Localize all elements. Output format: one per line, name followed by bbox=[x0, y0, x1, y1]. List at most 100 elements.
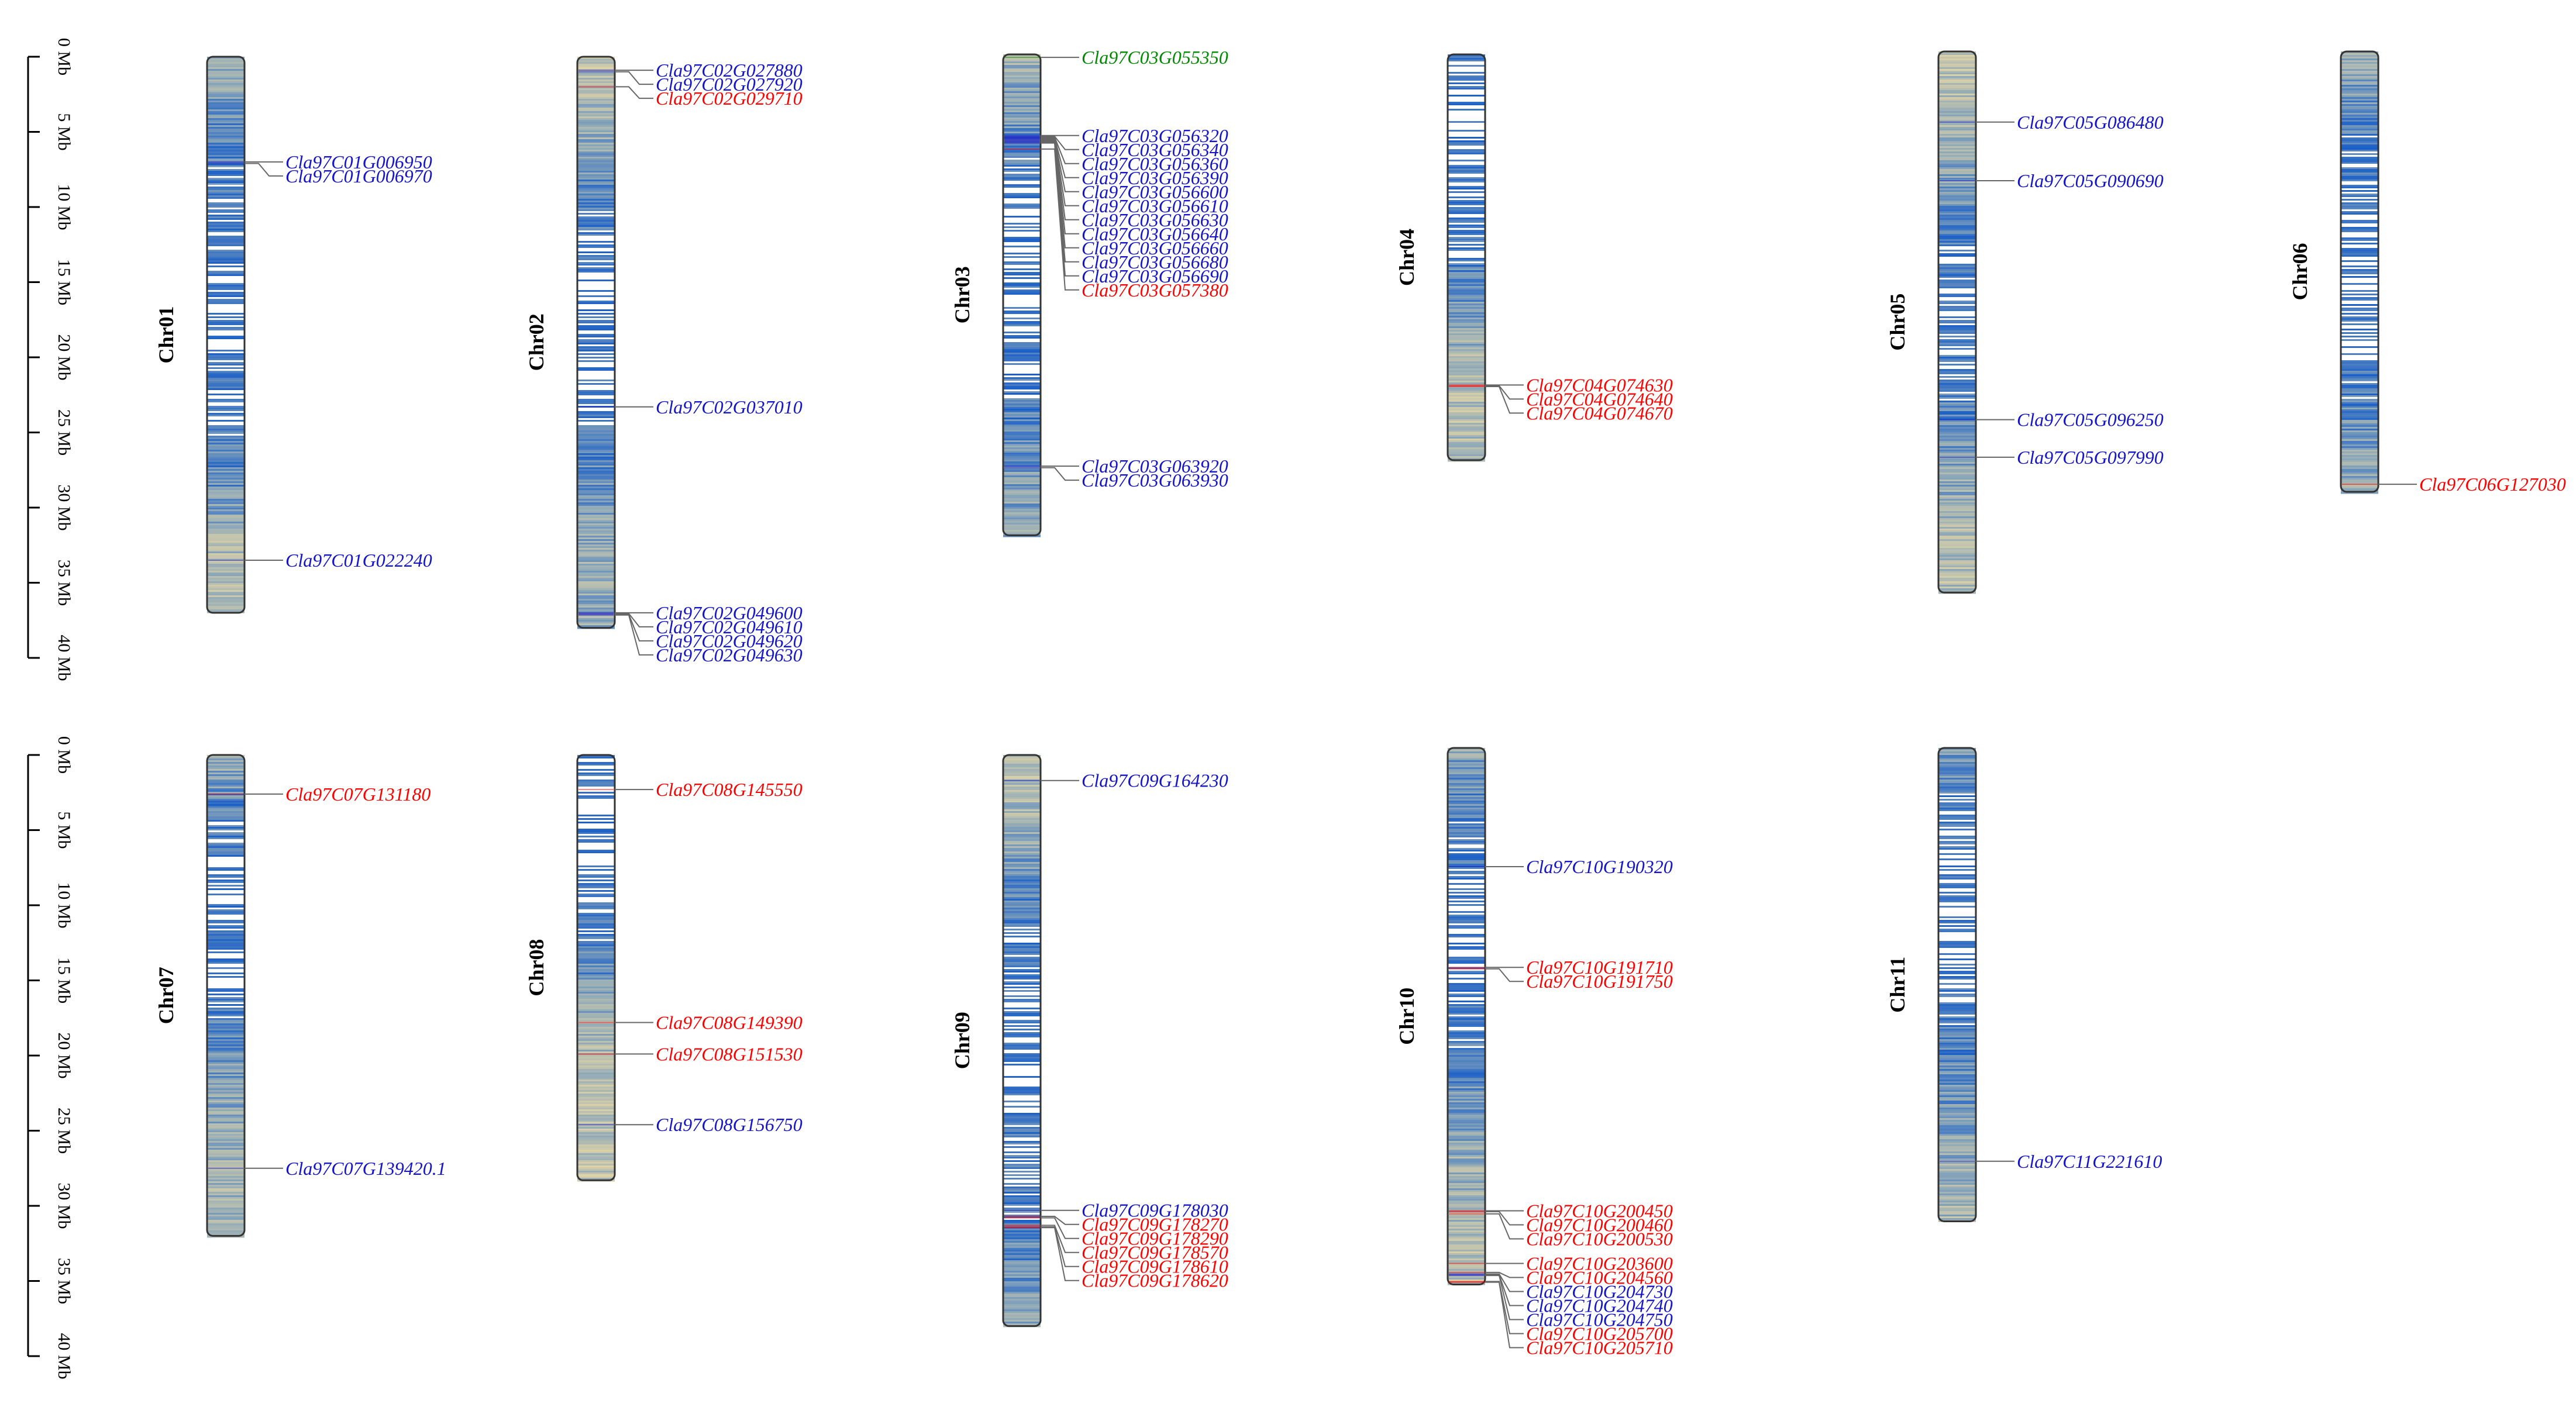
chromosome-name: Chr02 bbox=[525, 313, 548, 371]
chromosome-chr06: Chr06 Cla97C06G127030 bbox=[2288, 50, 2566, 495]
gene-label: Cla97C10G200460 bbox=[1526, 1215, 1673, 1236]
chromosome-name: Chr09 bbox=[950, 1012, 974, 1069]
density-bands bbox=[577, 57, 615, 629]
density-bands bbox=[207, 755, 244, 1238]
chromosome-chr05: Chr05 Cla97C05G086480 Cla97C05G090690 Cla97… bbox=[1886, 50, 2164, 594]
gene-connector bbox=[1041, 139, 1079, 220]
gene-connector bbox=[1041, 141, 1079, 249]
scale-tick-label: 10 Mb bbox=[54, 882, 74, 928]
scale-tick-label: 25 Mb bbox=[54, 1108, 74, 1154]
gene-connector bbox=[1041, 136, 1079, 164]
gene-label: Cla97C11G221610 bbox=[2017, 1151, 2162, 1172]
gene-connector bbox=[1041, 1225, 1079, 1253]
gene-label: Cla97C09G178030 bbox=[1082, 1200, 1228, 1221]
scale-tick-label: 20 Mb bbox=[54, 334, 74, 380]
gene-label: Cla97C03G056630 bbox=[1082, 209, 1228, 230]
gene-connector bbox=[1041, 1217, 1079, 1239]
chromosome-name: Chr06 bbox=[2288, 243, 2312, 301]
gene-label: Cla97C05G086480 bbox=[2017, 112, 2164, 133]
chromosome-name: Chr01 bbox=[154, 306, 178, 363]
gene-label: Cla97C03G056360 bbox=[1082, 153, 1228, 174]
gene-label: Cla97C01G022240 bbox=[285, 550, 432, 571]
gene-label: Cla97C10G205700 bbox=[1526, 1323, 1673, 1344]
density-bands bbox=[1003, 755, 1041, 1327]
gene-label: Cla97C08G151530 bbox=[656, 1043, 803, 1064]
gene-label: Cla97C10G200530 bbox=[1526, 1229, 1673, 1250]
chromosome-chr09: Chr09Cla97C09G164230Cla97C09G178030Cla97… bbox=[950, 754, 1228, 1327]
gene-label: Cla97C02G029710 bbox=[656, 88, 803, 109]
gene-connector bbox=[1485, 385, 1524, 414]
gene-label: Cla97C03G056660 bbox=[1082, 237, 1228, 258]
chromosome-chr08: Chr08 Cla97C08G145550 Cla97C08G149390 Cla97… bbox=[525, 754, 803, 1182]
chromosome-name: Chr05 bbox=[1886, 294, 1909, 351]
gene-label: Cla97C10G204740 bbox=[1526, 1295, 1673, 1316]
gene-label: Cla97C10G191750 bbox=[1526, 971, 1673, 992]
chromosome-outline bbox=[206, 56, 246, 614]
gene-label: Cla97C10G191710 bbox=[1526, 957, 1673, 978]
gene-label: Cla97C09G178270 bbox=[1082, 1214, 1228, 1235]
gene-connector bbox=[615, 614, 653, 656]
chromosome-outline bbox=[2340, 50, 2379, 493]
scale-tick-label: 30 Mb bbox=[54, 1182, 74, 1229]
gene-label: Cla97C05G090690 bbox=[2017, 170, 2164, 191]
density-bands bbox=[1938, 748, 1976, 1222]
gene-label: Cla97C03G056690 bbox=[1082, 265, 1228, 287]
chromosome-name: Chr03 bbox=[950, 266, 974, 323]
scale-tick-label: 40 Mb bbox=[54, 1333, 74, 1379]
gene-label: Cla97C03G057380 bbox=[1082, 280, 1228, 301]
gene-label: Cla97C03G056680 bbox=[1082, 251, 1228, 273]
gene-label: Cla97C10G204750 bbox=[1526, 1309, 1673, 1330]
gene-connector bbox=[1041, 1215, 1079, 1225]
gene-label: Cla97C10G200450 bbox=[1526, 1201, 1673, 1222]
scale-bar-bottom: 0 Mb 5 Mb 10 Mb 15 Mb 20 Mb 25 Mb 30 Mb 35 Mb 40… bbox=[27, 736, 74, 1380]
gene-connector bbox=[1485, 968, 1524, 982]
gene-connector bbox=[615, 613, 653, 627]
scale-tick-label: 20 Mb bbox=[54, 1032, 74, 1078]
chromosome-name: Chr07 bbox=[154, 967, 178, 1024]
gene-label: Cla97C03G063930 bbox=[1082, 470, 1228, 491]
chromosome-outline bbox=[576, 754, 616, 1181]
gene-connector bbox=[1041, 136, 1079, 150]
scale-tick-label: 35 Mb bbox=[54, 560, 74, 606]
gene-label: Cla97C04G074630 bbox=[1526, 374, 1673, 395]
gene-connector bbox=[1041, 467, 1079, 481]
scale-tick-label: 35 Mb bbox=[54, 1258, 74, 1304]
gene-label: Cla97C07G131180 bbox=[285, 784, 431, 805]
gene-label: Cla97C03G056320 bbox=[1082, 125, 1228, 146]
chromosome-chr07: Chr07 Cla97C07G131180 Cla97C07G139420.1 bbox=[154, 754, 446, 1238]
gene-label: Cla97C02G049610 bbox=[656, 616, 803, 637]
gene-connector bbox=[1041, 142, 1079, 277]
gene-label: Cla97C05G096250 bbox=[2017, 409, 2164, 430]
gene-label: Cla97C10G190320 bbox=[1526, 856, 1673, 877]
gene-connector bbox=[1485, 1281, 1524, 1334]
gene-label: Cla97C08G156750 bbox=[656, 1114, 803, 1135]
gene-connector bbox=[1041, 137, 1079, 192]
density-bands bbox=[1003, 54, 1041, 537]
scale-tick-label: 40 Mb bbox=[54, 634, 74, 681]
gene-label: Cla97C08G145550 bbox=[656, 779, 803, 800]
gene-label: Cla97C02G049620 bbox=[656, 630, 803, 651]
gene-connector bbox=[244, 163, 283, 177]
chromosome-name: Chr08 bbox=[525, 939, 548, 996]
scale-tick-label: 10 Mb bbox=[54, 184, 74, 230]
scale-tick-label: 0 Mb bbox=[54, 38, 74, 75]
scale-tick-label: 25 Mb bbox=[54, 409, 74, 456]
scale-tick-label: 15 Mb bbox=[54, 957, 74, 1003]
gene-label: Cla97C10G205710 bbox=[1526, 1337, 1673, 1358]
chromosome-name: Chr04 bbox=[1395, 229, 1418, 286]
chromosome-outline bbox=[1447, 53, 1486, 461]
gene-label: Cla97C03G056340 bbox=[1082, 139, 1228, 160]
gene-label: Cla97C09G178610 bbox=[1082, 1256, 1228, 1277]
chromosome-outline bbox=[1937, 50, 1977, 594]
gene-label: Cla97C09G164230 bbox=[1082, 770, 1228, 791]
gene-label: Cla97C01G006970 bbox=[285, 165, 432, 187]
gene-label: Cla97C02G049600 bbox=[656, 602, 803, 623]
gene-connector bbox=[1041, 140, 1079, 235]
chromosome-outline bbox=[576, 56, 616, 629]
chromosome-chr03: Chr03Cla97C03G055350Cla97C03G056320Cla97… bbox=[950, 47, 1228, 537]
gene-label: Cla97C09G178620 bbox=[1082, 1270, 1228, 1291]
gene-connector bbox=[1041, 1227, 1079, 1281]
gene-connector bbox=[1485, 1273, 1524, 1292]
